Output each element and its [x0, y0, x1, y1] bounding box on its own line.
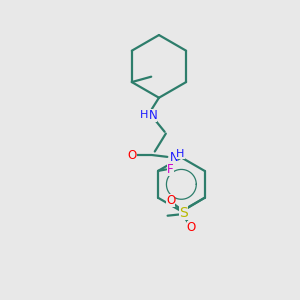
Text: O: O [166, 194, 175, 207]
Text: O: O [128, 148, 137, 162]
Text: N: N [169, 151, 178, 164]
Text: S: S [179, 206, 188, 220]
Text: H: H [140, 110, 148, 120]
Text: H: H [176, 149, 184, 160]
Text: N: N [148, 109, 158, 122]
Text: O: O [187, 221, 196, 234]
Text: F: F [167, 163, 174, 176]
